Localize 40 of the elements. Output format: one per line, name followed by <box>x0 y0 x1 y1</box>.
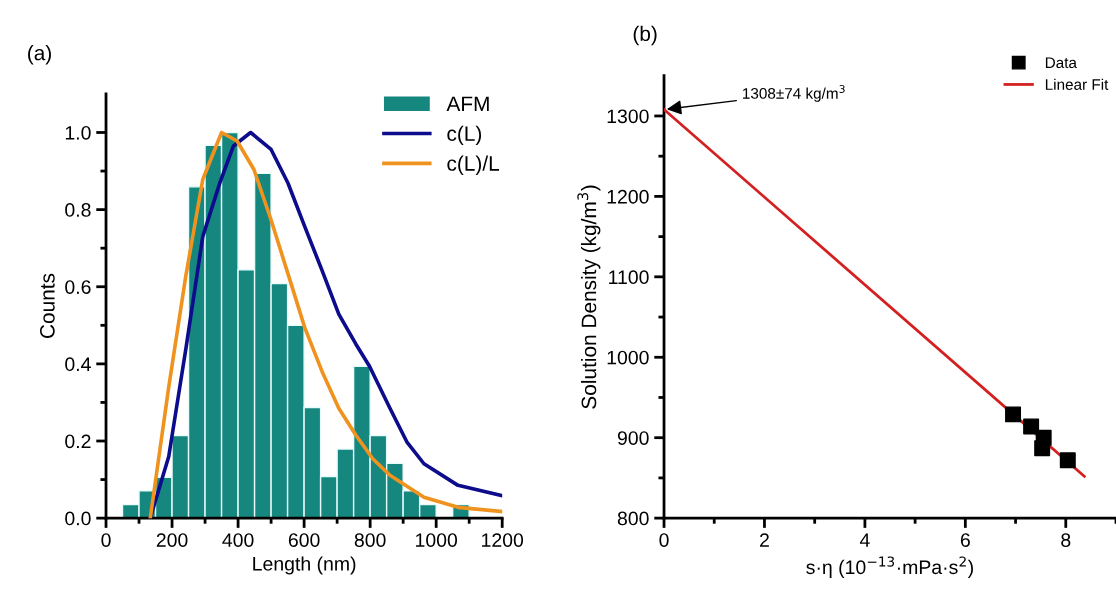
legend-label: c(L)/L <box>447 155 500 175</box>
x-tick-label: 2 <box>760 533 769 547</box>
y-tick-label: 1100 <box>609 270 649 285</box>
x-tick-label: 200 <box>156 533 188 547</box>
text: 0.0 <box>65 511 91 526</box>
y-tick-label: 800 <box>617 511 649 526</box>
x-tick-label: 1000 <box>416 533 458 547</box>
x-tick-label: 0 <box>101 533 111 547</box>
point <box>1005 406 1022 423</box>
y-tick-label: 1000 <box>607 350 649 365</box>
point <box>1059 452 1076 469</box>
x-tick-label: 1200 <box>482 533 524 547</box>
chart-title: (b) <box>633 25 657 46</box>
x-axis-title: Length (nm) <box>253 556 356 575</box>
y-tick-label: 0.4 <box>65 357 91 372</box>
chart-title: (a) <box>28 45 51 65</box>
y-tick-label: 900 <box>617 431 649 445</box>
annotation: 1308±74 kg/m$^{3}$ <box>743 84 845 102</box>
point <box>1023 418 1040 435</box>
y-tick-label: 0.6 <box>65 280 91 294</box>
x-axis-title: s·η (10$^{−13}$·mPa·s$^{2}$) <box>806 556 973 578</box>
y-tick-label: 1200 <box>607 189 649 204</box>
x-tick-label: 800 <box>354 533 386 547</box>
y-tick-label: 0.8 <box>65 203 91 217</box>
x-tick-label: 0 <box>659 533 669 547</box>
y-tick-label: 1300 <box>607 109 649 124</box>
legend-label: Linear Fit <box>1045 78 1109 90</box>
legend-label: Data <box>1045 57 1077 69</box>
y-tick-label: 1.0 <box>65 125 91 140</box>
point <box>1034 440 1051 457</box>
x-tick-label: 400 <box>222 533 254 547</box>
y-axis-title: Solution Density (kg/m$^{3}$) <box>577 185 601 409</box>
legend-label: c(L) <box>447 125 482 146</box>
y-axis-title: Counts <box>39 273 55 338</box>
x-tick-label: 4 <box>859 533 870 547</box>
x-tick-label: 600 <box>288 533 320 547</box>
x-tick-label: 8 <box>1061 533 1071 547</box>
legend-label: AFM <box>446 96 489 111</box>
y-tick-label: 0.2 <box>65 434 91 449</box>
x-tick-label: 6 <box>960 533 970 547</box>
